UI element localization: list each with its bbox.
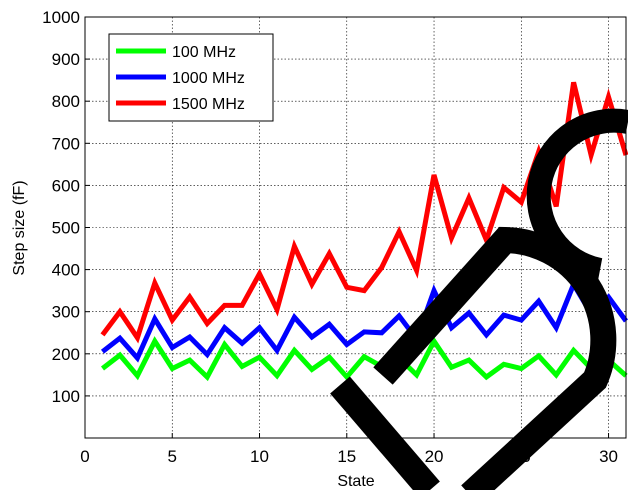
x-axis-label: State	[337, 473, 374, 490]
x-tick-label: 20	[425, 447, 444, 466]
y-tick-label: 900	[52, 50, 80, 69]
plot-frame	[84, 16, 627, 439]
x-tick-label: 5	[168, 447, 177, 466]
y-tick-label: 1000	[42, 8, 80, 27]
legend-label-1000mhz: 1000 MHz	[172, 70, 245, 87]
watermark-stroke	[330, 376, 440, 490]
x-tick-label: 0	[80, 447, 89, 466]
id-watermark	[330, 108, 628, 490]
y-tick-label: 700	[52, 134, 80, 153]
watermark-arc	[526, 108, 628, 282]
series-lines	[100, 81, 628, 382]
x-tick-label: 10	[250, 447, 269, 466]
legend-label-1500mhz: 1500 MHz	[172, 96, 245, 113]
x-tick-label: 30	[599, 447, 618, 466]
y-tick-label: 300	[52, 303, 80, 322]
series-line-1000-mhz	[100, 278, 628, 363]
y-tick-label: 800	[52, 92, 80, 111]
y-tick-label: 600	[52, 176, 80, 195]
y-tick-label: 500	[52, 219, 80, 238]
y-axis-label: Step size (fF)	[11, 180, 28, 275]
series-line-100-mhz	[100, 336, 628, 382]
y-tick-labels: 100 200 300 400 500 600 700 800 900 1000	[42, 8, 80, 406]
x-tick-label: 15	[337, 447, 356, 466]
y-tick-label: 100	[52, 387, 80, 406]
legend: 100 MHz 1000 MHz 1500 MHz	[108, 33, 274, 122]
watermark-d-shape	[373, 226, 617, 490]
y-tick-label: 200	[52, 345, 80, 364]
legend-label-100mhz: 100 MHz	[172, 44, 236, 61]
y-tick-label: 400	[52, 261, 80, 280]
series-line-1500-mhz	[100, 81, 628, 344]
